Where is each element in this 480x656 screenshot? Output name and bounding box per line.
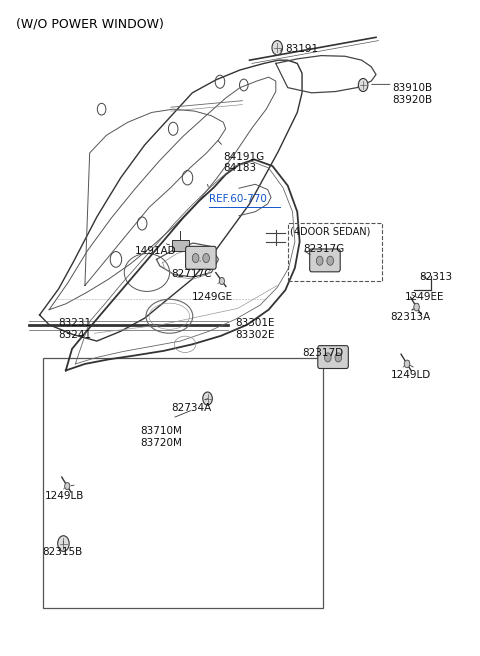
Text: 83910B
83920B: 83910B 83920B	[393, 83, 433, 105]
Text: 82313A: 82313A	[390, 312, 431, 321]
Text: 1491AD: 1491AD	[135, 247, 177, 256]
Circle shape	[219, 277, 225, 285]
Text: 83231
83241: 83231 83241	[59, 318, 92, 340]
Circle shape	[335, 353, 342, 362]
Text: 82317D: 82317D	[302, 348, 343, 358]
FancyBboxPatch shape	[186, 247, 216, 269]
FancyBboxPatch shape	[318, 346, 348, 369]
Bar	[172, 241, 189, 251]
Text: 82315B: 82315B	[42, 547, 82, 557]
Text: 1249LD: 1249LD	[390, 371, 431, 380]
Text: 82734A: 82734A	[171, 403, 211, 413]
Bar	[43, 358, 323, 607]
FancyBboxPatch shape	[310, 249, 340, 272]
Text: 83710M
83720M: 83710M 83720M	[140, 426, 181, 447]
Text: 83191: 83191	[285, 44, 318, 54]
Text: 1249EE: 1249EE	[405, 292, 444, 302]
Text: 82317G: 82317G	[303, 245, 344, 255]
Circle shape	[327, 256, 334, 265]
Text: REF.60-770: REF.60-770	[209, 194, 267, 204]
Circle shape	[272, 41, 282, 55]
Circle shape	[203, 253, 209, 262]
Text: (W/O POWER WINDOW): (W/O POWER WINDOW)	[16, 18, 164, 31]
Text: 84191G
84183: 84191G 84183	[223, 152, 264, 173]
Text: 82717C: 82717C	[171, 269, 211, 279]
Circle shape	[414, 303, 420, 311]
Circle shape	[404, 360, 410, 368]
Circle shape	[65, 483, 70, 489]
Circle shape	[58, 536, 69, 552]
Circle shape	[203, 392, 212, 405]
Text: 83301E
83302E: 83301E 83302E	[235, 318, 275, 340]
Text: 82313: 82313	[419, 272, 452, 283]
Circle shape	[192, 253, 199, 262]
Circle shape	[324, 353, 331, 362]
Text: 1249LB: 1249LB	[44, 491, 84, 501]
Bar	[288, 224, 382, 281]
Circle shape	[359, 79, 368, 92]
Circle shape	[316, 256, 323, 265]
Text: 1249GE: 1249GE	[192, 292, 233, 302]
Text: (4DOOR SEDAN): (4DOOR SEDAN)	[290, 227, 371, 237]
